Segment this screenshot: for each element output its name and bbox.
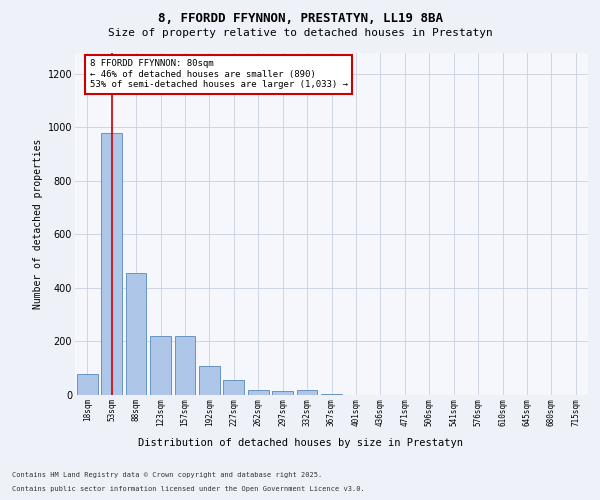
Text: 8 FFORDD FFYNNON: 80sqm
← 46% of detached houses are smaller (890)
53% of semi-d: 8 FFORDD FFYNNON: 80sqm ← 46% of detache… <box>89 59 347 89</box>
Bar <box>199 366 220 395</box>
Bar <box>321 394 342 395</box>
Bar <box>272 391 293 395</box>
Bar <box>296 390 317 395</box>
Bar <box>175 336 196 395</box>
Y-axis label: Number of detached properties: Number of detached properties <box>34 138 43 309</box>
Bar <box>101 133 122 395</box>
Text: Distribution of detached houses by size in Prestatyn: Distribution of detached houses by size … <box>137 438 463 448</box>
Bar <box>125 274 146 395</box>
Bar <box>77 374 98 395</box>
Bar <box>248 390 269 395</box>
Text: 8, FFORDD FFYNNON, PRESTATYN, LL19 8BA: 8, FFORDD FFYNNON, PRESTATYN, LL19 8BA <box>157 12 443 26</box>
Bar <box>150 336 171 395</box>
Text: Contains HM Land Registry data © Crown copyright and database right 2025.: Contains HM Land Registry data © Crown c… <box>12 472 322 478</box>
Bar <box>223 380 244 395</box>
Text: Size of property relative to detached houses in Prestatyn: Size of property relative to detached ho… <box>107 28 493 38</box>
Text: Contains public sector information licensed under the Open Government Licence v3: Contains public sector information licen… <box>12 486 365 492</box>
